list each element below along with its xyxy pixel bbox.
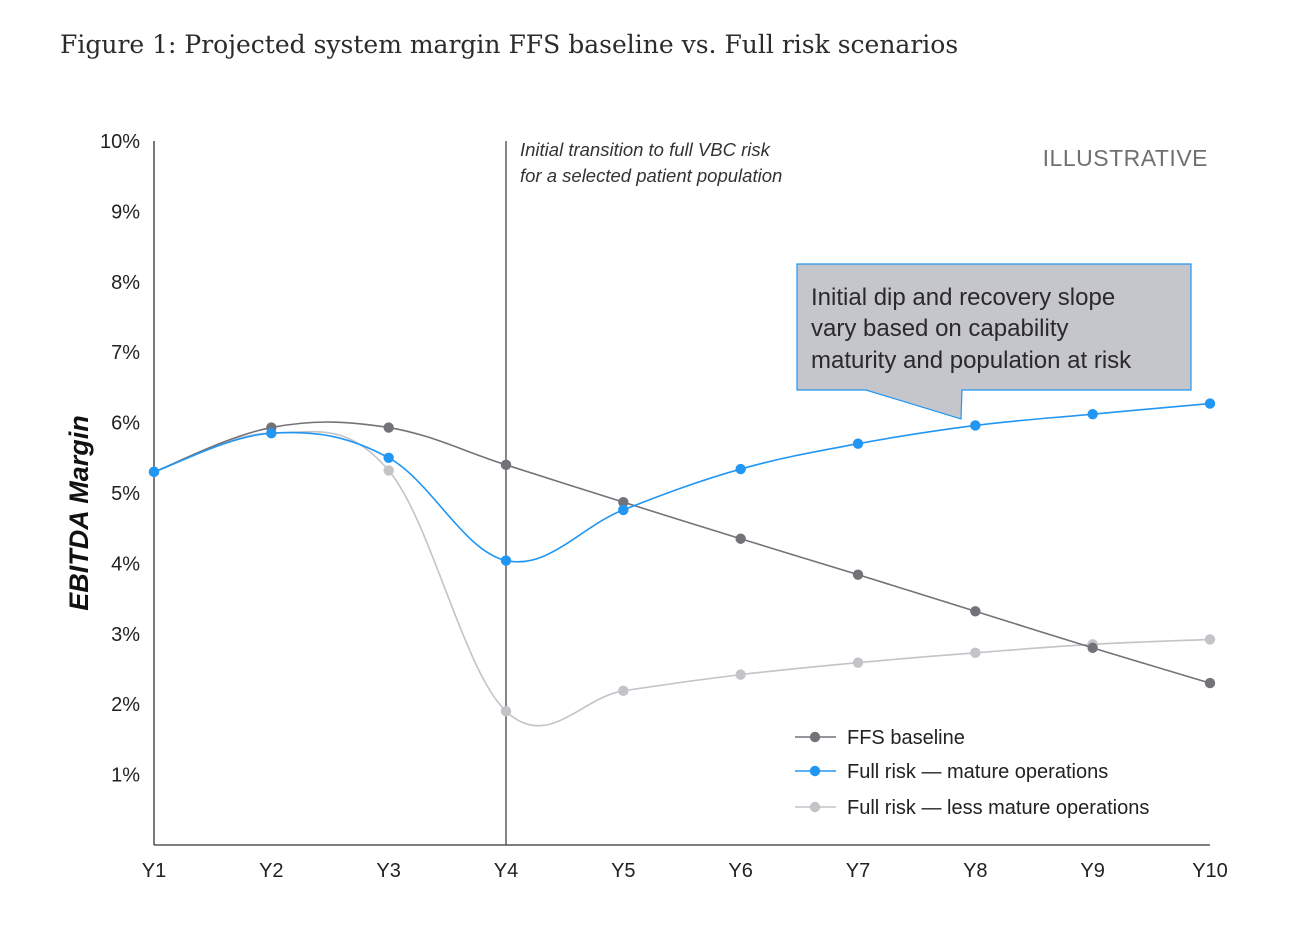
point-less-Y5 <box>618 685 629 697</box>
x-tick-label: Y1 <box>142 860 166 882</box>
point-mature-Y10 <box>1204 398 1216 409</box>
legend-marker-ffs <box>809 731 821 743</box>
point-less-Y10 <box>1204 634 1216 645</box>
y-tick-label: 1% <box>111 765 140 787</box>
callout-text-line2: vary based on capability <box>811 315 1068 342</box>
point-ffs-Y3 <box>383 422 394 433</box>
figure-title: Figure 1: Projected system margin FFS ba… <box>60 30 959 59</box>
y-tick-label: 8% <box>111 272 140 294</box>
point-less-Y3 <box>383 465 394 476</box>
illustrative-label: ILLUSTRATIVE <box>1043 145 1208 171</box>
point-ffs-Y6 <box>735 533 746 544</box>
y-tick-label: 6% <box>111 413 140 435</box>
x-tick-label: Y5 <box>611 860 635 882</box>
point-ffs-Y10 <box>1204 677 1216 689</box>
y-tick-label: 9% <box>111 201 140 223</box>
point-ffs-Y7 <box>852 569 864 580</box>
point-mature-Y7 <box>852 438 864 449</box>
y-tick-label: 2% <box>111 694 140 716</box>
point-mature-Y5 <box>618 504 629 516</box>
point-ffs-Y5 <box>618 496 629 508</box>
y-tick-label: 4% <box>111 553 140 575</box>
x-tick-label: Y8 <box>963 860 987 882</box>
point-ffs-Y9 <box>1087 642 1098 654</box>
x-tick-label: Y4 <box>494 860 518 882</box>
point-mature-Y9 <box>1087 408 1098 420</box>
callout-text-line1: Initial dip and recovery slope <box>811 284 1115 311</box>
callout-box <box>796 263 1192 420</box>
x-tick-label: Y7 <box>846 860 870 882</box>
point-ffs-Y8 <box>970 606 981 617</box>
point-mature-Y3 <box>383 452 394 463</box>
series-layer <box>148 398 1216 727</box>
y-tick-label: 7% <box>111 342 140 364</box>
transition-label-line1: Initial transition to full VBC risk <box>520 139 772 160</box>
legend-marker-less <box>809 801 821 813</box>
vline-layer: Initial transition to full VBC risk for a… <box>505 139 1208 845</box>
x-tick-label: Y10 <box>1192 860 1228 882</box>
point-mature-Y2 <box>266 427 277 439</box>
series-line-less <box>153 430 1211 727</box>
legend-label-less: Full risk — less mature operations <box>847 797 1149 819</box>
point-less-Y8 <box>970 647 981 659</box>
series-line-ffs <box>153 421 1211 684</box>
point-mature-Y4 <box>500 555 512 566</box>
legend-label-mature: Full risk — mature operations <box>847 761 1108 783</box>
callout-layer: Initial dip and recovery slope vary based… <box>796 263 1192 420</box>
point-mature-Y6 <box>735 463 746 475</box>
point-less-Y7 <box>852 657 864 668</box>
x-tick-label: Y3 <box>376 860 400 882</box>
series-line-mature <box>153 402 1211 563</box>
y-tick-label: 10% <box>100 131 140 153</box>
y-tick-label: 3% <box>111 624 140 646</box>
callout-text-line3: maturity and population at risk <box>811 347 1132 374</box>
x-tick-label: Y9 <box>1080 860 1104 882</box>
legend-label-ffs: FFS baseline <box>847 727 965 749</box>
point-mature-Y1 <box>148 466 160 478</box>
x-tick-label: Y2 <box>259 860 283 882</box>
x-tick-label: Y6 <box>728 860 752 882</box>
legend-layer: FFS baseline Full risk — mature operation… <box>795 727 1149 819</box>
axes-layer: 1% 2% 3% 4% 5% 6% 7% 8% 9% 10% Y1 Y2 Y3 Y4 Y5 Y6 Y7 Y8 Y9 Y… <box>64 131 1228 882</box>
y-tick-label: 5% <box>111 483 140 505</box>
point-ffs-Y4 <box>500 459 512 471</box>
point-less-Y4 <box>500 706 512 717</box>
point-mature-Y8 <box>970 420 981 431</box>
transition-label-line2: for a selected patient population <box>520 165 782 186</box>
y-axis-label: EBITDA Margin <box>64 415 94 611</box>
legend-marker-mature <box>809 765 821 777</box>
point-less-Y6 <box>735 669 746 680</box>
